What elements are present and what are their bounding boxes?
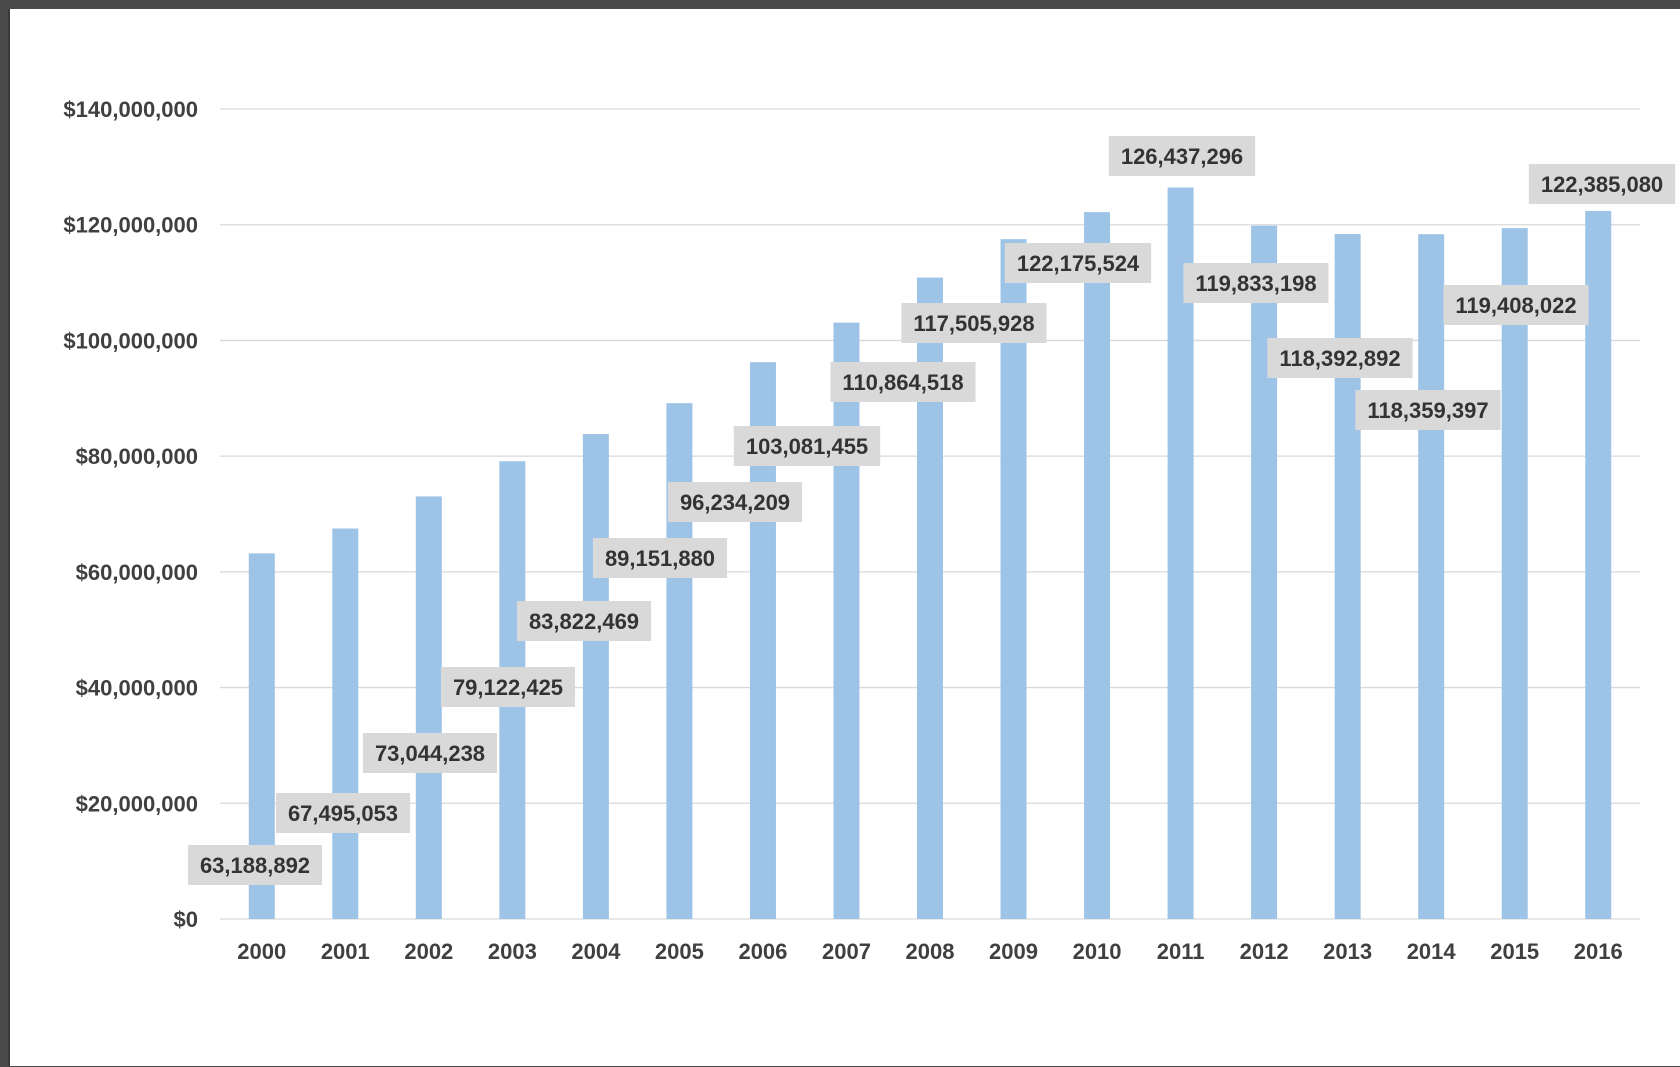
x-tick-label: 2009: [989, 939, 1038, 964]
data-label-box: [901, 303, 1047, 343]
data-label-text: 83,822,469: [529, 609, 639, 634]
data-label-box: [1528, 164, 1676, 204]
data-label-box: [667, 482, 803, 522]
bar-2016: [1585, 210, 1612, 919]
data-label-text: 118,359,397: [1367, 398, 1488, 423]
data-label-text: 73,044,238: [375, 741, 485, 766]
data-label-2010: 122,175,524: [1004, 243, 1152, 283]
data-label-text: 79,122,425: [453, 675, 563, 700]
data-label-text: 122,385,080: [1541, 172, 1663, 197]
data-label-text: 126,437,296: [1121, 144, 1243, 169]
y-tick-label: $40,000,000: [76, 676, 198, 701]
chart: $0 $20,000,000 $40,000,000 $60,000,000 $80,0…: [63, 97, 1676, 964]
x-tick-label: 2003: [488, 939, 537, 964]
data-label-box: [1267, 338, 1413, 378]
data-label-2014: 118,359,397: [1355, 390, 1501, 430]
bar-2013: [1334, 234, 1361, 919]
data-label-text: 89,151,880: [605, 546, 715, 571]
data-label-box: [592, 538, 728, 578]
data-label-2009: 117,505,928: [901, 303, 1047, 343]
data-label-2015: 119,408,022: [1443, 285, 1589, 325]
data-label-2005: 89,151,880: [592, 538, 728, 578]
y-tick-label: $120,000,000: [63, 213, 198, 238]
data-label-box: [1443, 285, 1589, 325]
data-label-box: [733, 426, 881, 466]
data-label-2007: 103,081,455: [733, 426, 881, 466]
bar-2004: [582, 434, 609, 919]
x-tick-label: 2016: [1574, 939, 1623, 964]
data-labels: 63,188,892 67,495,053 73,044,238 79,122,425…: [187, 136, 1676, 885]
y-tick-label: $140,000,000: [63, 97, 198, 122]
bars: [248, 187, 1612, 920]
data-label-text: 103,081,455: [746, 434, 868, 459]
x-tick-label: 2008: [906, 939, 955, 964]
bar-2001: [332, 528, 359, 919]
data-label-2004: 83,822,469: [516, 601, 652, 641]
data-label-2000: 63,188,892: [187, 845, 323, 885]
data-label-box: [1004, 243, 1152, 283]
data-label-box: [275, 793, 411, 833]
data-label-text: 122,175,524: [1017, 251, 1140, 276]
x-tick-label: 2014: [1407, 939, 1457, 964]
x-tick-label: 2001: [321, 939, 370, 964]
x-tick-label: 2005: [655, 939, 704, 964]
data-label-text: 96,234,209: [680, 490, 790, 515]
data-label-box: [830, 362, 976, 402]
y-tick-label: $0: [174, 907, 198, 932]
y-tick-label: $60,000,000: [76, 560, 198, 585]
y-tick-label: $80,000,000: [76, 444, 198, 469]
bar-2005: [666, 403, 693, 919]
x-tick-label: 2010: [1073, 939, 1122, 964]
data-label-box: [516, 601, 652, 641]
data-label-box: [362, 733, 498, 773]
x-tick-label: 2007: [822, 939, 871, 964]
bar-2009: [1000, 239, 1027, 919]
bar-2012: [1251, 225, 1278, 920]
data-label-box: [1108, 136, 1256, 176]
data-label-text: 110,864,518: [842, 370, 963, 395]
x-tick-label: 2002: [404, 939, 453, 964]
chart-frame: $0 $20,000,000 $40,000,000 $60,000,000 $80,0…: [8, 9, 1680, 1066]
data-label-box: [1183, 263, 1329, 303]
data-label-2002: 73,044,238: [362, 733, 498, 773]
data-label-text: 63,188,892: [200, 853, 310, 878]
data-label-text: 67,495,053: [288, 801, 398, 826]
bar-2002: [415, 496, 442, 919]
data-label-box: [440, 667, 576, 707]
data-label-2012: 119,833,198: [1183, 263, 1329, 303]
data-label-text: 119,408,022: [1455, 293, 1576, 318]
data-label-2003: 79,122,425: [440, 667, 576, 707]
x-tick-label: 2015: [1490, 939, 1539, 964]
data-label-2008: 110,864,518: [830, 362, 976, 402]
data-label-text: 118,392,892: [1279, 346, 1400, 371]
data-label-2006: 96,234,209: [667, 482, 803, 522]
x-tick-label: 2006: [738, 939, 787, 964]
x-tick-label: 2011: [1157, 939, 1205, 964]
bar-2010: [1084, 212, 1111, 919]
bar-2014: [1418, 234, 1445, 919]
y-axis-tick-labels: $0 $20,000,000 $40,000,000 $60,000,000 $80,0…: [63, 97, 198, 932]
data-label-2011: 126,437,296: [1108, 136, 1256, 176]
x-tick-label: 2013: [1323, 939, 1372, 964]
data-label-2001: 67,495,053: [275, 793, 411, 833]
x-tick-label: 2004: [571, 939, 621, 964]
data-label-text: 117,505,928: [913, 311, 1034, 336]
data-label-2013: 118,392,892: [1267, 338, 1413, 378]
x-axis-tick-labels: 2000 2001 2002 2003 2004 2005 2006 2007 2008 2009…: [237, 939, 1622, 964]
data-label-text: 119,833,198: [1195, 271, 1316, 296]
data-label-box: [187, 845, 323, 885]
bar-2011: [1167, 187, 1194, 920]
y-tick-label: $100,000,000: [63, 328, 198, 353]
data-label-box: [1355, 390, 1501, 430]
bar-2007: [833, 322, 860, 919]
x-tick-label: 2000: [237, 939, 286, 964]
bar-2015: [1501, 228, 1528, 920]
data-label-2016: 122,385,080: [1528, 164, 1676, 204]
y-tick-label: $20,000,000: [76, 791, 198, 816]
x-tick-label: 2012: [1240, 939, 1289, 964]
